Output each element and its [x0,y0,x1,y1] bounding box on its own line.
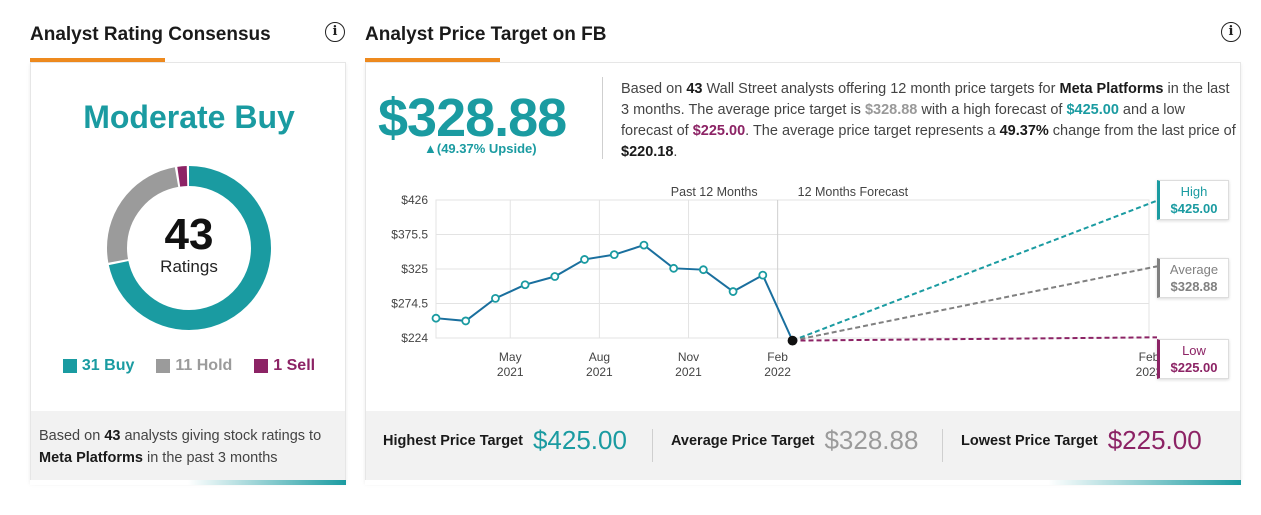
legend-hold: 11 Hold [156,357,232,375]
highest-target-label: Highest Price Target [383,432,523,449]
section-label-forecast: 12 Months Forecast [798,185,909,199]
footer-analyst-count: 43 [104,428,121,444]
divider [602,77,603,159]
price-point [491,293,500,303]
x-tick-month: Feb [1139,350,1160,364]
legend-buy: 31 Buy [62,357,135,375]
price-point [550,272,560,281]
average-forecast-callout: Average $328.88 [1157,258,1229,298]
card-bottom-strip [365,480,1241,485]
y-tick-label: $325 [401,262,428,276]
title-accent-bar [365,58,500,62]
average-target-stat: Average Price Target $328.88 [671,425,918,456]
card-bottom-strip [30,480,346,485]
x-tick-month: Aug [589,350,610,364]
x-tick-year: 2023 [1136,365,1163,379]
x-tick-year: 2021 [675,365,702,379]
y-tick-label: $375.5 [391,228,428,242]
x-tick-month: May [499,350,522,364]
forecast-low-line [792,336,1158,342]
legend-sell: 1 Sell [254,357,315,375]
info-icon[interactable]: i [325,22,345,42]
x-tick-year: 2021 [586,365,613,379]
price-point [698,265,708,275]
ratings-donut-chart [107,166,271,330]
lowest-target-value: $225.00 [1107,425,1202,455]
price-history-line [435,243,794,342]
y-tick-label: $274.5 [391,297,428,311]
info-icon[interactable]: i [1221,22,1241,42]
average-target-label: Average Price Target [671,432,815,449]
title-accent-bar [30,58,165,62]
ratings-total: 43 [164,210,214,259]
last-price-point [787,335,798,346]
rating-consensus-card: Moderate Buy 43 Ratings 31 Buy 11 Hold 1… [30,62,346,482]
y-tick-label: $426 [401,193,428,207]
price-point [639,240,649,250]
donut-slice-buy [107,166,271,330]
average-target-value: $328.88 [824,425,919,455]
lowest-target-stat: Lowest Price Target $225.00 [961,425,1202,456]
y-tick-label: $224 [401,331,428,345]
price-target-card: $328.88 ▲(49.37% Upside) Based on 43 Wal… [365,62,1241,482]
legend-buy-label: 31 Buy [81,357,135,374]
footer-company: Meta Platforms [39,450,143,466]
price-point [431,313,441,323]
x-tick-year: 2021 [497,365,524,379]
low-forecast-callout: Low $225.00 [1157,339,1229,379]
rating-footer: Based on 43 analysts giving stock rating… [31,411,345,481]
section-label-past: Past 12 Months [671,185,758,199]
price-point [461,316,471,326]
highest-target-value: $425.00 [532,425,627,455]
rating-consensus-title: Analyst Rating Consensus [30,24,271,45]
x-tick-year: 2022 [764,365,791,379]
price-point [758,270,768,280]
price-target-summary: Based on 43 Wall Street analysts offerin… [621,81,1236,160]
consensus-label: Moderate Buy [83,99,295,135]
ratings-total-label: Ratings [160,257,218,276]
average-price-target: $328.88 [378,88,567,148]
legend-buy-swatch [62,359,77,373]
upside-percent: ▲(49.37% Upside) [424,141,537,156]
x-tick-month: Feb [767,350,788,364]
legend-sell-label: 1 Sell [273,357,316,374]
legend-hold-swatch [156,359,171,373]
divider [652,429,653,462]
price-point [728,287,738,296]
forecast-average-line [792,265,1158,342]
price-target-stats: Highest Price Target $425.00 Average Pri… [366,411,1240,481]
lowest-target-label: Lowest Price Target [961,432,1098,449]
donut-slice-hold [107,166,271,330]
price-point [609,250,619,260]
price-target-chart: $426$375.5$325$274.5$224May2021Aug2021No… [391,185,1163,379]
x-tick-month: Nov [678,350,699,364]
high-forecast-callout: High $425.00 [1157,180,1229,220]
rating-footer-text: Based on 43 analysts giving stock rating… [39,428,322,466]
price-point [669,263,679,273]
price-target-title: Analyst Price Target on FB [365,24,607,45]
forecast-high-line [792,199,1158,342]
highest-target-stat: Highest Price Target $425.00 [383,425,627,456]
divider [942,429,943,462]
legend-sell-swatch [254,359,269,373]
ratings-legend: 31 Buy 11 Hold 1 Sell [31,357,347,375]
legend-hold-label: 11 Hold [175,357,233,374]
price-point [520,280,530,290]
price-point [580,255,589,264]
